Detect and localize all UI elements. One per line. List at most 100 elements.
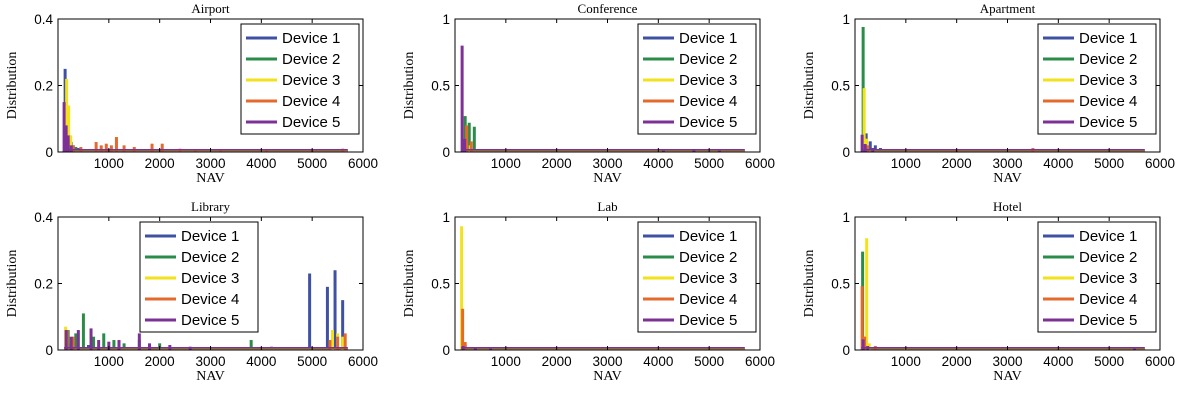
- y-axis-label: Distribution: [802, 52, 817, 120]
- x-tick-label: 5000: [297, 156, 327, 171]
- subplot-apartment: Apartment 1000 2000 3000 4000 5000 6000 0 0.5 1 NA…: [802, 1, 1175, 186]
- x-tick-label: 3000: [992, 354, 1022, 369]
- legend: Device 1 Device 2 Device 3 Device 4 Device 5: [240, 23, 360, 135]
- y-tick-label: 0: [442, 343, 450, 358]
- y-tick-label: 1: [842, 210, 850, 225]
- legend-entry: Device 5: [679, 114, 737, 131]
- legend-entry: Device 5: [1079, 312, 1137, 329]
- legend-entry: Device 1: [1079, 30, 1137, 47]
- x-tick-label: 2000: [542, 156, 572, 171]
- subplot-airport: Airport 1000 2000 3000 4000 5000 6000 0 0.2 0.4 NA…: [5, 1, 378, 186]
- x-tick-label: 6000: [745, 354, 775, 369]
- y-tick-label: 0: [45, 145, 53, 160]
- y-tick-label: 0.5: [831, 277, 850, 292]
- x-tick-label: 1000: [491, 156, 521, 171]
- y-tick-label: 1: [842, 12, 850, 27]
- legend-entry: Device 2: [1079, 51, 1137, 68]
- x-tick-label: 6000: [745, 156, 775, 171]
- series-group: [460, 226, 745, 350]
- legend-entry: Device 3: [181, 270, 239, 287]
- legend-entry: Device 4: [1079, 93, 1137, 110]
- x-tick-label: 5000: [694, 354, 724, 369]
- x-tick-label: 1000: [94, 354, 124, 369]
- legend-entry: Device 1: [181, 228, 239, 245]
- legend-entry: Device 1: [282, 30, 340, 47]
- y-tick-label: 0: [45, 343, 53, 358]
- legend-entry: Device 4: [282, 93, 340, 110]
- legend-entry: Device 5: [282, 114, 340, 131]
- x-tick-label: 1000: [491, 354, 521, 369]
- x-tick-label: 4000: [1043, 156, 1073, 171]
- x-tick-label: 3000: [592, 354, 622, 369]
- y-tick-label: 0.5: [431, 79, 450, 94]
- legend-entry: Device 2: [679, 51, 737, 68]
- y-tick-label: 0.4: [34, 210, 53, 225]
- legend-entry: Device 5: [181, 312, 239, 329]
- legend-entry: Device 1: [679, 30, 737, 47]
- x-axis-label: NAV: [993, 171, 1022, 186]
- series-group: [460, 45, 745, 152]
- legend-entry: Device 2: [181, 249, 239, 266]
- legend-entry: Device 1: [1079, 228, 1137, 245]
- subplot-title: Apartment: [980, 1, 1036, 16]
- y-tick-label: 1: [442, 12, 450, 27]
- x-tick-label: 4000: [1043, 354, 1073, 369]
- subplot-title: Conference: [578, 1, 638, 16]
- x-tick-label: 4000: [246, 354, 276, 369]
- y-axis-label: Distribution: [802, 250, 817, 318]
- x-tick-label: 2000: [145, 156, 175, 171]
- y-tick-label: 0.2: [34, 79, 53, 94]
- x-tick-label: 2000: [542, 354, 572, 369]
- x-tick-label: 6000: [348, 156, 378, 171]
- y-tick-label: 1: [442, 210, 450, 225]
- y-tick-label: 0: [842, 343, 850, 358]
- subplot-hotel: Hotel 1000 2000 3000 4000 5000 6000 0 0.5 1 NAV Dis…: [802, 199, 1175, 384]
- y-tick-label: 0.5: [431, 277, 450, 292]
- x-tick-label: 3000: [195, 354, 225, 369]
- legend-entry: Device 3: [1079, 270, 1137, 287]
- subplot-conference: Conference 1000 2000 3000 4000 5000 6000 0 0.5 1 N…: [402, 1, 775, 186]
- subplot-lab: Lab 1000 2000 3000 4000 5000 6000 0 0.5 1 NAV Distr…: [402, 199, 775, 384]
- legend-entry: Device 5: [679, 312, 737, 329]
- x-tick-label: 1000: [891, 354, 921, 369]
- x-tick-label: 2000: [145, 354, 175, 369]
- subplot-title: Airport: [191, 1, 230, 16]
- series-group: [860, 26, 1145, 152]
- legend-entry: Device 5: [1079, 114, 1137, 131]
- legend-entry: Device 4: [181, 291, 239, 308]
- legend-entry: Device 4: [1079, 291, 1137, 308]
- x-tick-label: 3000: [195, 156, 225, 171]
- legend-entry: Device 4: [679, 291, 737, 308]
- legend: Device 1 Device 2 Device 3 Device 4 Device 5: [139, 221, 259, 333]
- subplot-title: Library: [191, 199, 230, 214]
- legend-entry: Device 2: [679, 249, 737, 266]
- x-tick-label: 5000: [1094, 156, 1124, 171]
- legend-entry: Device 4: [679, 93, 737, 110]
- x-tick-label: 5000: [694, 156, 724, 171]
- subplot-title: Hotel: [993, 199, 1022, 214]
- legend: Device 1 Device 2 Device 3 Device 4 Device 5: [1037, 221, 1157, 333]
- y-tick-label: 0: [442, 145, 450, 160]
- x-axis-label: NAV: [993, 369, 1022, 384]
- x-tick-label: 4000: [643, 354, 673, 369]
- x-tick-label: 4000: [643, 156, 673, 171]
- series-group: [860, 238, 1145, 350]
- y-axis-label: Distribution: [402, 52, 417, 120]
- x-tick-label: 2000: [942, 156, 972, 171]
- y-tick-label: 0: [842, 145, 850, 160]
- legend-entry: Device 3: [282, 72, 340, 89]
- legend: Device 1 Device 2 Device 3 Device 4 Device 5: [1037, 23, 1157, 135]
- legend-entry: Device 2: [282, 51, 340, 68]
- x-tick-label: 3000: [992, 156, 1022, 171]
- x-tick-label: 3000: [592, 156, 622, 171]
- x-tick-label: 5000: [1094, 354, 1124, 369]
- x-tick-label: 6000: [1145, 354, 1175, 369]
- legend: Device 1 Device 2 Device 3 Device 4 Device 5: [637, 23, 757, 135]
- subplot-library: Library 1000 2000 3000 4000 5000 6000 0 0.2 0.4 NA…: [5, 199, 378, 384]
- x-axis-label: NAV: [196, 369, 225, 384]
- x-axis-label: NAV: [196, 171, 225, 186]
- series-group: [62, 68, 348, 152]
- x-tick-label: 6000: [348, 354, 378, 369]
- y-axis-label: Distribution: [5, 52, 20, 120]
